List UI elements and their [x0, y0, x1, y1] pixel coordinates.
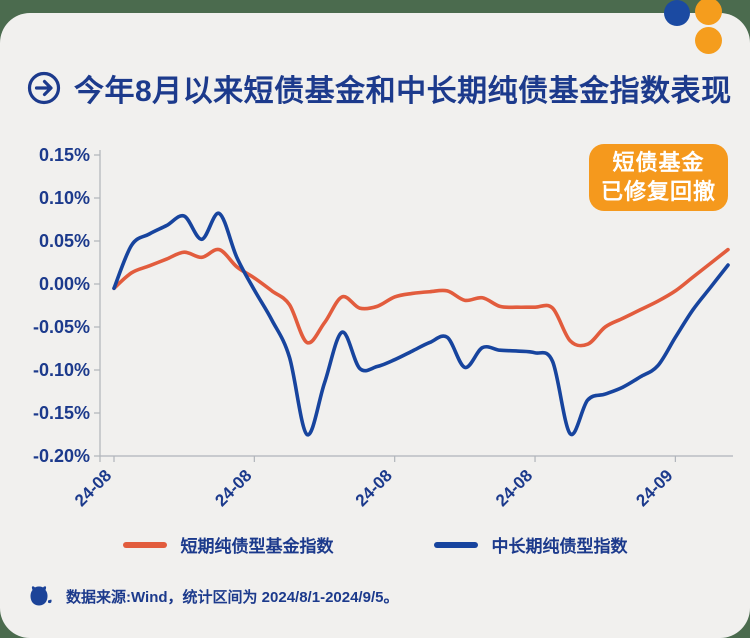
- legend-item-short-term-bond: 短期纯债型基金指数: [122, 532, 334, 557]
- decor-orange-circle-bottom: [695, 27, 722, 54]
- y-tick-label: 0.15%: [39, 145, 90, 165]
- legend-label-short-term-bond: 短期纯债型基金指数: [180, 537, 334, 556]
- y-tick-label: -0.20%: [33, 446, 90, 466]
- y-tick-label: 0.00%: [39, 274, 90, 294]
- x-tick-label: 24-08: [211, 466, 255, 510]
- x-tick-label: 24-08: [492, 466, 536, 510]
- legend-swatch-orange: [122, 541, 167, 548]
- x-tick-label: 24-08: [352, 466, 396, 510]
- legend-label-medium-long-bond: 中长期纯债型指数: [491, 537, 628, 556]
- y-tick-label: -0.15%: [33, 403, 90, 423]
- page-title: 今年8月以来短债基金和中长期纯债基金指数表现: [74, 75, 732, 108]
- series-path-短期纯债型基金指数: [112, 247, 730, 348]
- legend-swatch-blue: [433, 541, 478, 548]
- source-note: 数据来源:Wind，统计区间为 2024/8/1-2024/9/5。: [66, 588, 399, 606]
- y-tick-label: 0.05%: [39, 231, 90, 251]
- badge-line-1: 短债基金: [612, 149, 705, 175]
- y-tick-label: -0.10%: [33, 360, 90, 380]
- y-tick-label: -0.05%: [33, 317, 90, 337]
- x-tick-label: 24-08: [71, 466, 115, 510]
- callout-badge: 短债基金 已修复回撤: [589, 144, 728, 211]
- chart-legend: 短期纯债型基金指数 中长期纯债型指数: [0, 532, 750, 557]
- y-tick-label: 0.10%: [39, 188, 90, 208]
- decor-orange-circle-top: [695, 0, 722, 25]
- badge-line-2: 已修复回撤: [600, 178, 716, 204]
- header: 今年8月以来短债基金和中长期纯债基金指数表现: [26, 66, 732, 110]
- series-path-中长期纯债型指数: [112, 211, 730, 437]
- footer: 数据来源:Wind，统计区间为 2024/8/1-2024/9/5。: [28, 584, 398, 608]
- legend-item-medium-long-bond: 中长期纯债型指数: [433, 532, 628, 557]
- line-chart: 0.15% 0.10% 0.05% 0.00% -0.05% -0.10% -0.15% -0…: [33, 145, 733, 510]
- arrow-right-circle-icon: [27, 71, 61, 105]
- x-tick-label: 24-09: [632, 466, 676, 510]
- mascot-icon: [30, 586, 52, 606]
- decor-blue-circle: [664, 0, 690, 26]
- content-card: [0, 13, 750, 638]
